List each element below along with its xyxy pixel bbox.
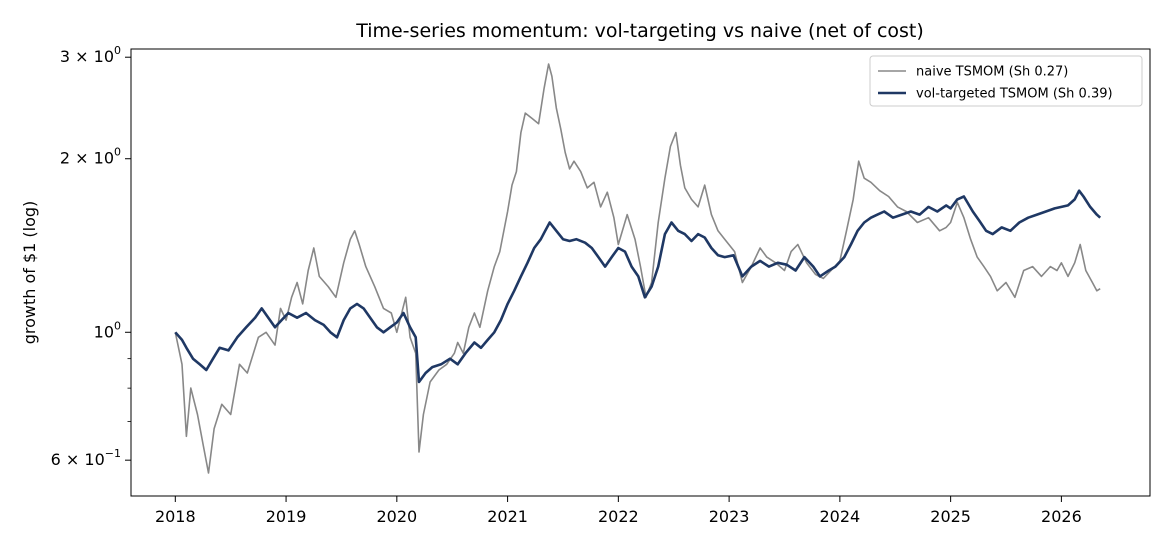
- chart-title: Time-series momentum: vol-targeting vs n…: [355, 20, 924, 42]
- x-tick-label-2: 2020: [376, 507, 417, 526]
- y-axis-label: growth of $1 (log): [20, 201, 39, 345]
- x-tick-label-3: 2021: [487, 507, 528, 526]
- x-tick-label-4: 2022: [598, 507, 639, 526]
- series-line-1: [174, 189, 1102, 384]
- x-tick-label-8: 2026: [1041, 507, 1082, 526]
- legend-label-0: naive TSMOM (Sh 0.27): [916, 65, 1068, 80]
- legend-box: [869, 55, 1143, 107]
- x-tick-label-5: 2023: [709, 507, 750, 526]
- x-tick-label-6: 2024: [820, 507, 861, 526]
- x-tick-label-0: 2018: [155, 507, 196, 526]
- y-tick-label-0: 6 × 10−1: [51, 447, 121, 469]
- legend-label-1: vol-targeted TSMOM (Sh 0.39): [916, 87, 1113, 102]
- y-tick-label-2: 2 × 100: [60, 146, 121, 168]
- y-tick-label-3: 3 × 100: [60, 44, 121, 66]
- x-tick-label-1: 2019: [266, 507, 307, 526]
- plot-frame: [130, 48, 1151, 497]
- plot-area: 2018 2019 2020 2021 2022 2023 2024 2025 2026 6 × …: [51, 44, 1151, 526]
- y-tick-label-1: 100: [94, 319, 121, 341]
- x-tick-label-7: 2025: [930, 507, 971, 526]
- series-line-0: [174, 63, 1101, 474]
